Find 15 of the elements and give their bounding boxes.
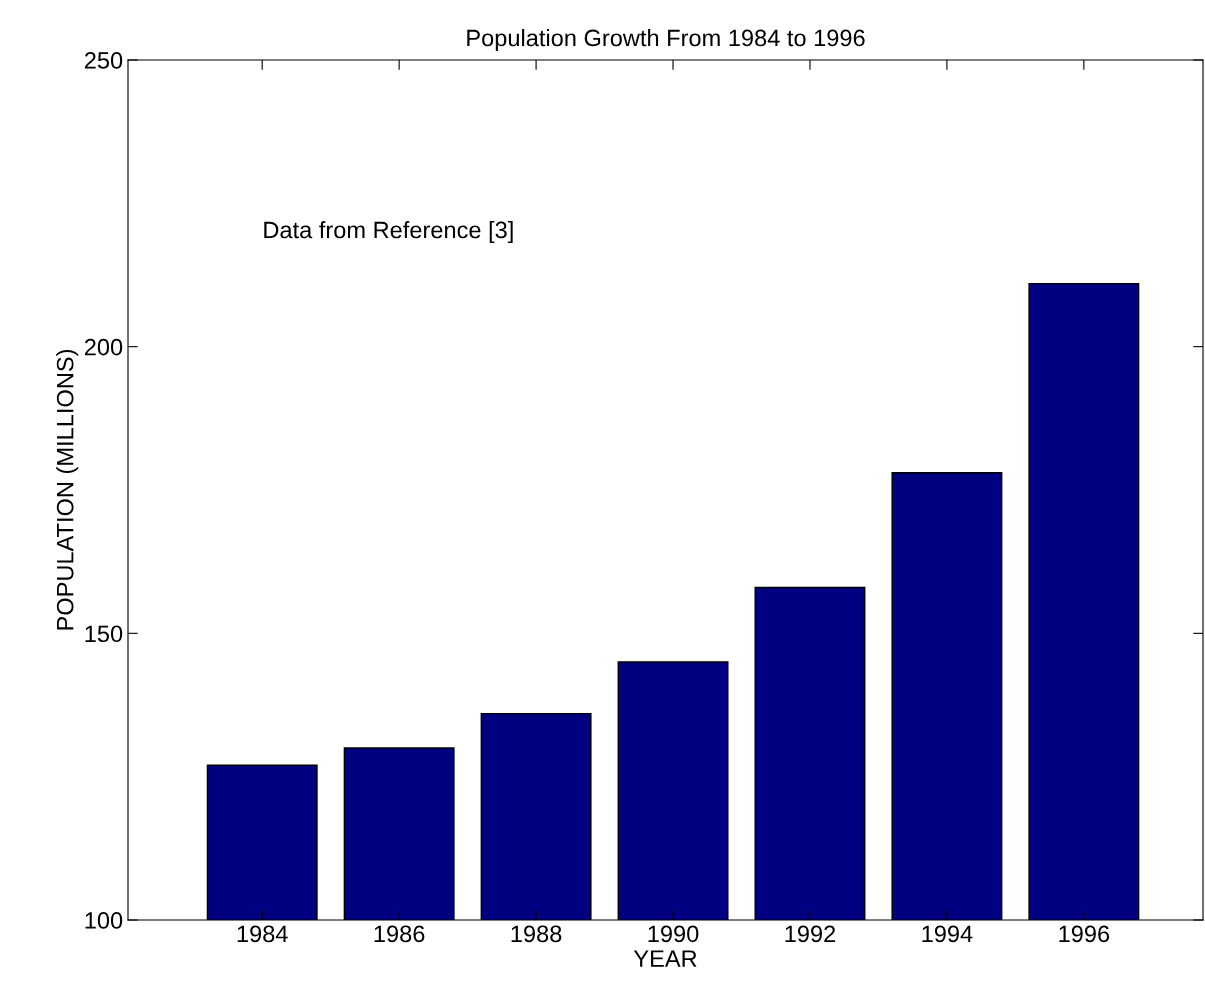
x-tick-label: 1990 [648, 925, 699, 943]
annotation: Data from Reference [3] [264, 221, 513, 244]
y-tick-label: 200 [84, 338, 123, 356]
x-axis-title: YEAR [633, 950, 697, 967]
y-tick-label: 150 [85, 625, 123, 643]
x-tick-label: 1994 [922, 925, 973, 943]
y-axis-title: POPULATION (MILLIONS) [56, 349, 79, 630]
x-tick-label: 1992 [785, 925, 836, 943]
x-tick-label: 1988 [511, 925, 562, 943]
y-tick-label: 250 [84, 52, 123, 69]
chart-title: Population Growth From 1984 to 1996 [467, 29, 865, 52]
x-tick-label: 1986 [374, 925, 425, 943]
x-tick-label: 1996 [1059, 925, 1110, 943]
y-tick-label: 100 [85, 912, 123, 929]
x-tick-label: 1984 [237, 925, 288, 943]
